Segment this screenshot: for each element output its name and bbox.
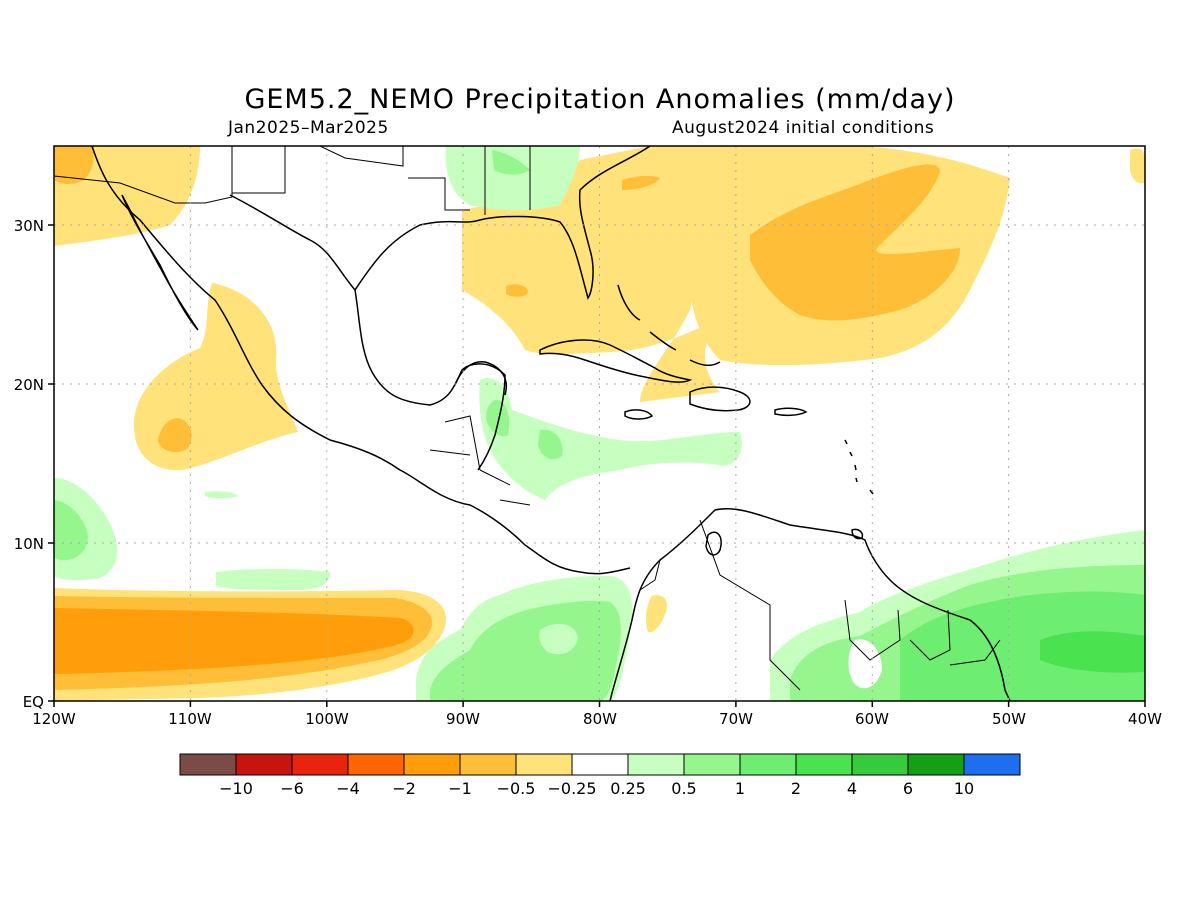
colorbar-swatch [683, 753, 741, 776]
anomaly-wet-atlantic-core [1040, 631, 1145, 673]
colorbar-label: 6 [903, 779, 913, 798]
colorbar-swatch [459, 753, 517, 776]
colorbar-swatch [515, 753, 573, 776]
colorbar-swatch [907, 753, 965, 776]
colorbar-swatch [179, 753, 237, 776]
colorbar-label: 2 [791, 779, 801, 798]
colorbar-swatch [235, 753, 293, 776]
colorbar-swatch [627, 753, 685, 776]
colorbar-swatch [795, 753, 853, 776]
colorbar-label: −0.25 [547, 779, 596, 798]
anomaly-wet-pacific-speck [205, 491, 238, 499]
anomaly-dry-atlantic-medium [750, 164, 960, 321]
coastlines [91, 146, 1011, 701]
anomaly-wet-caribbean [479, 378, 742, 500]
colorbar-label: 0.5 [671, 779, 696, 798]
lon-label: 120W [32, 710, 76, 728]
anomaly-wet-atlantic-guianas-strong [900, 591, 1145, 701]
anomaly-wet-pacific-strip [216, 569, 331, 590]
anomaly-dry-gulf-florida [462, 146, 720, 402]
lon-label: 100W [305, 710, 349, 728]
lon-label: 40W [1128, 710, 1162, 728]
lon-label: 70W [719, 710, 753, 728]
colorbar: −10 −6 −4 −2 −1 −0.5 −0.25 0.25 0.5 1 2 4 6 10 [179, 753, 1021, 798]
lon-label: 50W [992, 710, 1026, 728]
anomaly-wet-southeast-us-core [492, 150, 530, 175]
colorbar-label: −6 [280, 779, 304, 798]
colorbar-label: −4 [336, 779, 360, 798]
colorbar-label: −10 [219, 779, 253, 798]
anomaly-dry-panama [645, 594, 668, 633]
initial-conditions: August2024 initial conditions [672, 118, 935, 138]
anomaly-wet-west-pacific-core [54, 500, 88, 561]
lon-label: 80W [583, 710, 617, 728]
colorbar-swatch [403, 753, 461, 776]
map-title: GEM5.2_NEMO Precipitation Anomalies (mm/… [244, 84, 956, 115]
anomaly-wet-colombia-hole [539, 623, 578, 655]
anomaly-dry-west-mexico-core [158, 418, 192, 453]
colorbar-label: 4 [847, 779, 857, 798]
lat-label: 20N [14, 376, 44, 394]
lat-label: 10N [14, 535, 44, 553]
anomaly-wet-venezuela-gap [848, 639, 882, 689]
lat-label: EQ [23, 693, 44, 711]
forecast-period: Jan2025–Mar2025 [228, 118, 389, 138]
anomaly-dry-nw-mexico [54, 146, 200, 246]
anomaly-wet-caribbean-core [486, 399, 510, 437]
lon-label: 90W [446, 710, 480, 728]
colorbar-swatch [851, 753, 909, 776]
anomaly-wet-southeast-us [445, 146, 580, 211]
colorbar-label: 10 [954, 779, 974, 798]
tick-marks [48, 224, 1146, 707]
latitude-labels: EQ 10N 20N 30N [14, 217, 44, 711]
anomaly-field [54, 146, 1145, 701]
colorbar-label: 0.25 [610, 779, 646, 798]
anomaly-dry-nw-mexico-core [54, 146, 94, 185]
colorbar-swatch [571, 753, 629, 776]
anomaly-wet-caribbean-core2 [538, 429, 563, 460]
colorbar-swatch [291, 753, 349, 776]
anomaly-dry-band-strong [54, 608, 414, 674]
longitude-labels: 120W 110W 100W 90W 80W 70W 60W 50W 40W [32, 710, 1162, 728]
colorbar-label: −0.5 [497, 779, 536, 798]
anomaly-dry-gulf-core [506, 284, 528, 297]
anomaly-dry-atlantic-core1 [622, 175, 660, 190]
colorbar-label: −1 [448, 779, 472, 798]
lon-label: 110W [168, 710, 212, 728]
anomaly-dry-west-mexico [133, 283, 298, 471]
colorbar-label: −2 [392, 779, 416, 798]
colorbar-swatch [347, 753, 405, 776]
colorbar-swatch [963, 753, 1021, 776]
lat-label: 30N [14, 217, 44, 235]
anomaly-dry-atlantic-east [1130, 148, 1145, 184]
colorbar-swatch [739, 753, 797, 776]
colorbar-label: 1 [735, 779, 745, 798]
lon-label: 60W [855, 710, 889, 728]
graticule [54, 146, 1145, 701]
anomaly-wet-colombia-medium [430, 600, 621, 701]
